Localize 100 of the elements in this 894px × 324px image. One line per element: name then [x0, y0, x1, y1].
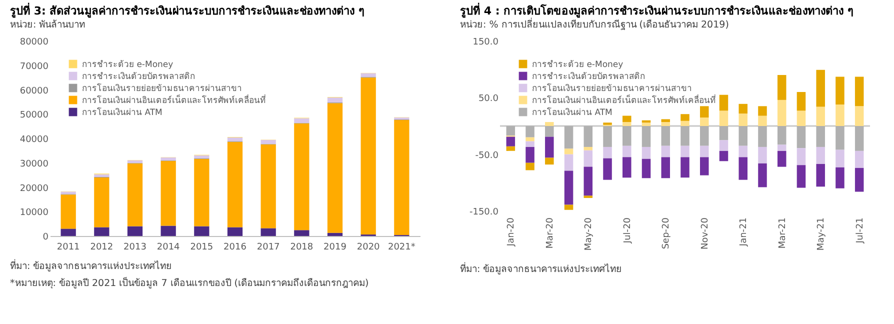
bar [327, 98, 343, 102]
y-tick-label: 30000 [20, 159, 49, 170]
bar [506, 136, 516, 146]
bar [360, 73, 376, 77]
y-tick-label: 0 [42, 232, 49, 242]
bar [700, 126, 709, 146]
bar [622, 157, 632, 178]
y-tick-label: 50.0 [478, 94, 499, 104]
bar [526, 141, 534, 147]
text: ที่มา: ข้อมูลจากธนาคารแห่งประเทศไทย [10, 259, 172, 272]
bar [564, 204, 574, 210]
x-tick-label: Jul-20 [622, 217, 633, 244]
bar [642, 158, 651, 178]
y-tick-label: 80000 [20, 38, 49, 48]
x-tick-label: 2015 [190, 242, 214, 252]
bar [545, 158, 554, 165]
bar [816, 70, 825, 107]
bar [622, 122, 632, 126]
y-tick-label: 50000 [20, 110, 49, 121]
legend-label: การโอนเงินผ่านอินเตอร์เน็ตและโทรศัพท์เคลื่อนที่ [532, 94, 716, 106]
x-tick-label: Sep-20 [662, 217, 672, 250]
bar [836, 150, 844, 168]
bar [526, 137, 534, 142]
bar [836, 76, 844, 104]
bar [60, 228, 76, 236]
bar [661, 126, 670, 146]
legend-label: การโอนเงินผ่าน ATM [82, 107, 162, 118]
bar [680, 114, 690, 121]
y-tick-label: -50.0 [475, 150, 499, 161]
bar [816, 146, 825, 164]
bar [127, 226, 143, 236]
x-tick-label: 2014 [156, 242, 180, 252]
bar [160, 226, 176, 236]
y-tick-label: 70000 [20, 62, 49, 72]
bar [719, 150, 728, 162]
bar [854, 126, 864, 151]
x-tick-label: 2019 [324, 242, 347, 252]
bar [661, 157, 670, 178]
bar [584, 166, 593, 196]
x-tick-label: 2011 [56, 242, 80, 252]
bar [127, 160, 143, 163]
bar [796, 148, 806, 166]
bar [526, 126, 534, 138]
bar [506, 146, 516, 151]
bar [294, 230, 310, 236]
bar [260, 228, 276, 236]
x-tick-label: 2012 [90, 242, 114, 252]
legend-label: การชำระด้วย e-Money [82, 59, 174, 70]
bar [661, 122, 670, 126]
bar [854, 76, 864, 106]
bar [526, 162, 534, 170]
bar [738, 126, 748, 146]
bar [227, 138, 243, 142]
bar [94, 178, 110, 228]
x-tick-label: Mar-21 [778, 218, 788, 249]
bar [60, 192, 76, 194]
bar [758, 146, 767, 164]
bar [545, 122, 554, 126]
bar [60, 194, 76, 229]
legend-label: การชำระด้วย e-Money [532, 59, 624, 70]
bar [854, 106, 864, 126]
bar [194, 226, 210, 236]
bar [816, 164, 825, 187]
chart-title: รูปที่ 3: สัดส่วนมูลค่าการชำระเงินผ่านระบบการชำระเงินและช่องทางต่าง ๆ [10, 2, 365, 18]
bar [719, 94, 728, 111]
y-tick-label: 10000 [20, 208, 49, 218]
x-tick-label: 2016 [224, 242, 247, 252]
bar [758, 163, 767, 188]
x-tick-label: May-20 [584, 217, 594, 251]
bar [94, 174, 110, 178]
bar [796, 110, 806, 126]
chart-subtitle: หน่วย: % การเปลี่ยนแปลงเทียบกับกรณีฐาน (เดือนธันวาคม 2019) [460, 18, 729, 30]
bar [260, 144, 276, 228]
bar [661, 119, 670, 122]
bar [622, 126, 632, 146]
bar [394, 120, 410, 236]
bar [680, 120, 690, 126]
chart-subtitle: หน่วย: พันล้านบาท [10, 20, 86, 30]
bar [700, 118, 709, 126]
x-tick-label: 2021* [388, 242, 416, 252]
bar [564, 170, 574, 205]
bar [738, 157, 748, 180]
bar [816, 106, 825, 126]
bar [564, 126, 574, 149]
bar [564, 148, 574, 154]
y-tick-label: 40000 [20, 135, 49, 145]
bar [603, 146, 612, 158]
bar [642, 122, 651, 126]
bar [227, 227, 243, 236]
bar [294, 123, 310, 230]
legend-label: การชำระเงินด้วยบัตรพลาสติก [532, 71, 645, 82]
bar [758, 126, 767, 147]
bar [680, 126, 690, 146]
bar [642, 146, 651, 159]
x-tick-label: Jul-21 [855, 218, 866, 244]
bar [260, 140, 276, 144]
bar [758, 116, 767, 126]
text: ที่มา: ข้อมูลจากธนาคารแห่งประเทศไทย [460, 262, 622, 275]
bar [719, 126, 728, 140]
bar [777, 150, 786, 167]
